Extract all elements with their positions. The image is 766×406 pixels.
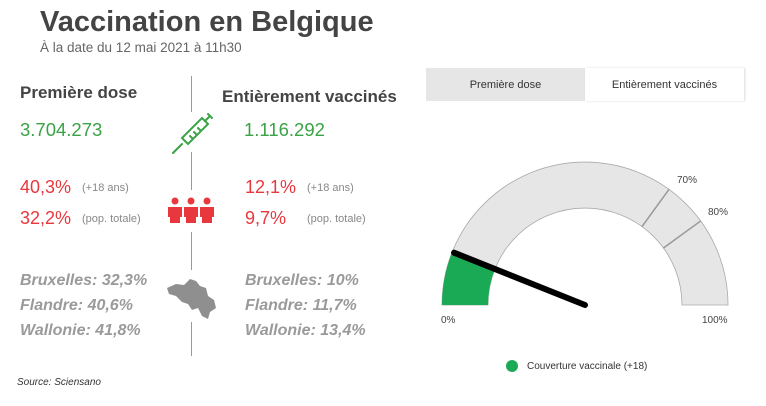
syringe-icon [172, 113, 213, 154]
gauge-band-mark [663, 220, 702, 249]
fully-vaccinated-pct-adult-note: (+18 ans) [307, 182, 354, 194]
first-dose-region-bruxelles: Bruxelles: 32,3% [20, 272, 148, 289]
gauge-band-mark [641, 188, 670, 227]
page-subtitle: À la date du 12 mai 2021 à 11h30 [40, 40, 242, 55]
gauge-min-label: 0% [441, 315, 456, 326]
fully-vaccinated-region-flandre: Flandre: 11,7% [245, 297, 357, 314]
gauge-chart [441, 161, 729, 308]
first-dose-region-flandre: Flandre: 40,6% [20, 297, 133, 314]
page-title: Vaccination en Belgique [40, 6, 374, 38]
gauge-band-label-80: 80% [708, 207, 729, 218]
divider [191, 76, 192, 112]
fully-vaccinated-pct-adult: 12,1% [245, 177, 297, 197]
fully-vaccinated-region-bruxelles: Bruxelles: 10% [245, 272, 359, 289]
first-dose-pct-adult-note: (+18 ans) [82, 182, 129, 194]
first-dose-pct-total-note: (pop. totale) [82, 213, 141, 225]
first-dose-pct-total: 32,2% [20, 208, 72, 228]
tab-premiere-dose[interactable]: Première dose [426, 68, 585, 101]
gauge-track [441, 161, 729, 306]
fully-vaccinated-region-wallonie: Wallonie: 13,4% [245, 322, 366, 339]
source-note: Source: Sciensano [17, 377, 101, 388]
people-icon [168, 197, 214, 223]
fully-vaccinated-count: 1.116.292 [244, 119, 325, 140]
first-dose-count: 3.704.273 [20, 119, 103, 140]
belgium-map-icon [167, 279, 216, 319]
legend-swatch [506, 360, 518, 372]
divider [191, 152, 192, 190]
gauge-legend: Couverture vaccinale (+18) [506, 360, 647, 372]
first-dose-heading: Première dose [20, 83, 138, 102]
gauge-max-label: 100% [702, 315, 728, 326]
divider [191, 322, 192, 356]
fully-vaccinated-pct-total: 9,7% [245, 208, 287, 228]
fully-vaccinated-pct-total-note: (pop. totale) [307, 213, 366, 225]
fully-vaccinated-heading: Entièrement vaccinés [222, 87, 397, 106]
gauge-band-label-70: 70% [677, 175, 698, 186]
first-dose-pct-adult: 40,3% [20, 177, 72, 197]
tab-entierement-vaccines[interactable]: Entièrement vaccinés [585, 68, 744, 101]
tab-bar: Première dose Entièrement vaccinés [426, 68, 744, 101]
gauge-needle [451, 249, 588, 308]
first-dose-region-wallonie: Wallonie: 41,8% [20, 322, 141, 339]
legend-label: Couverture vaccinale (+18) [527, 360, 648, 372]
divider [191, 232, 192, 270]
